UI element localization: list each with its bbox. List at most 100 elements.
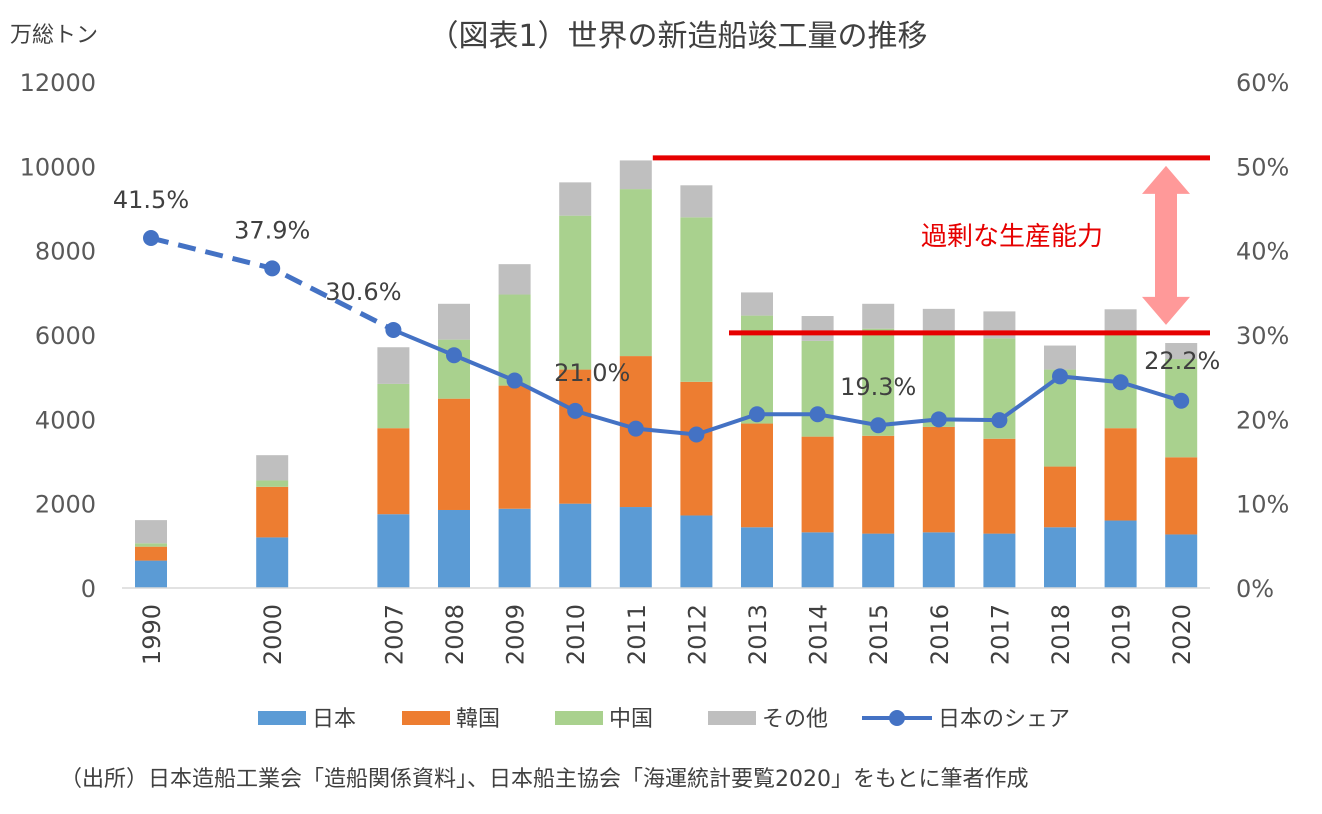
data-label: 19.3% bbox=[840, 373, 916, 401]
bar-segment bbox=[922, 532, 955, 588]
share-point bbox=[991, 412, 1008, 429]
bar-segment bbox=[801, 532, 834, 588]
legend-label: その他 bbox=[762, 707, 828, 732]
bar-segment bbox=[619, 160, 652, 190]
bar-segment bbox=[498, 385, 531, 509]
y2-tick-label: 0% bbox=[1236, 575, 1274, 603]
share-point bbox=[749, 406, 765, 423]
share-point bbox=[930, 411, 947, 428]
bar-segment bbox=[619, 189, 652, 357]
share-line-solid bbox=[392, 328, 1182, 437]
legend-swatch bbox=[555, 711, 603, 725]
bar-segment bbox=[801, 316, 834, 341]
y2-tick-label: 20% bbox=[1236, 406, 1289, 434]
bar-segment bbox=[862, 533, 895, 588]
bar-segment bbox=[438, 509, 470, 588]
bar-segment bbox=[680, 381, 713, 516]
share-point bbox=[870, 417, 887, 434]
x-tick-label: 2010 bbox=[562, 604, 590, 665]
x-tick-label: 2014 bbox=[805, 604, 833, 665]
bar-segment bbox=[135, 560, 167, 588]
bar-segment bbox=[1165, 457, 1198, 535]
bar-segment bbox=[559, 182, 592, 216]
bar-segment bbox=[741, 527, 773, 588]
x-tick-label: 2008 bbox=[441, 604, 469, 665]
bars bbox=[135, 160, 1198, 588]
legend-marker bbox=[889, 710, 905, 726]
bar-segment bbox=[741, 292, 773, 316]
data-label: 21.0% bbox=[554, 359, 630, 387]
bar-segment bbox=[1044, 345, 1076, 370]
legend-label: 日本 bbox=[312, 707, 356, 732]
share-point bbox=[688, 426, 705, 443]
legend-swatch bbox=[258, 711, 306, 725]
bar-segment bbox=[741, 423, 773, 528]
x-tick-label: 2017 bbox=[986, 604, 1014, 665]
bar-segment bbox=[498, 294, 531, 386]
y2-tick-label: 10% bbox=[1236, 491, 1289, 519]
bar-segment bbox=[680, 217, 713, 382]
y-tick-label: 0 bbox=[81, 575, 96, 603]
overcapacity-annotation: 過剰な生産能力 bbox=[652, 155, 1210, 336]
data-labels: 41.5% 37.9% 30.6% 21.0% 19.3% 22.2% bbox=[113, 186, 1220, 401]
source-note: （出所）日本造船工業会「造船関係資料」、日本船主協会「海運統計要覧2020」をも… bbox=[60, 767, 1029, 792]
bar-segment bbox=[680, 185, 713, 218]
legend: 日本 韓国 中国 その他 日本のシェア bbox=[258, 707, 1070, 732]
x-tick-label: 2011 bbox=[623, 604, 651, 665]
share-point bbox=[627, 420, 644, 437]
y-tick-label: 10000 bbox=[20, 153, 96, 181]
y-tick-label: 6000 bbox=[35, 322, 96, 350]
y-axis-unit: 万総トン bbox=[10, 23, 98, 48]
bar-segment bbox=[1104, 309, 1137, 332]
bar-segment bbox=[619, 507, 652, 588]
bar-segment bbox=[1104, 520, 1137, 588]
data-label: 30.6% bbox=[325, 278, 401, 306]
y-axis-ticks: 0 2000 4000 6000 8000 10000 12000 bbox=[20, 69, 96, 603]
bar-segment bbox=[801, 436, 834, 533]
bar-segment bbox=[922, 308, 955, 331]
bar-segment bbox=[862, 435, 895, 534]
share-point bbox=[264, 260, 281, 277]
bar-segment bbox=[256, 486, 289, 538]
bar-segment bbox=[377, 428, 410, 515]
x-axis-ticks: 1990 2000 2007 2008 2009 2010 2011 2012 2013 2014… bbox=[138, 604, 1196, 665]
bar-segment bbox=[1104, 428, 1137, 521]
share-point bbox=[446, 347, 462, 364]
x-tick-label: 1990 bbox=[138, 604, 166, 665]
bar-segment bbox=[438, 398, 470, 510]
bar-segment bbox=[135, 543, 167, 547]
legend-label: 中国 bbox=[609, 707, 653, 732]
x-tick-label: 2020 bbox=[1168, 604, 1196, 665]
double-arrow bbox=[1142, 165, 1190, 325]
legend-swatch bbox=[402, 711, 450, 725]
x-tick-label: 2019 bbox=[1108, 604, 1136, 665]
bar-segment bbox=[983, 533, 1016, 588]
x-tick-label: 2007 bbox=[380, 604, 408, 665]
annotation-text: 過剰な生産能力 bbox=[921, 222, 1103, 252]
y2-axis-ticks: 0% 10% 20% 30% 40% 50% 60% bbox=[1236, 69, 1289, 603]
share-point bbox=[1173, 392, 1190, 409]
bar-segment bbox=[498, 508, 531, 588]
share-point bbox=[385, 321, 402, 338]
x-tick-label: 2018 bbox=[1047, 604, 1075, 665]
bar-segment bbox=[498, 264, 531, 295]
share-point bbox=[143, 230, 159, 247]
y-tick-label: 2000 bbox=[35, 491, 96, 519]
bar-segment bbox=[1165, 343, 1198, 360]
x-tick-label: 2015 bbox=[865, 604, 893, 665]
share-point bbox=[809, 406, 826, 423]
legend-swatch bbox=[708, 711, 756, 725]
share-point bbox=[1112, 374, 1129, 391]
share-point bbox=[1052, 368, 1068, 385]
bar-segment bbox=[256, 455, 289, 481]
legend-label: 韓国 bbox=[456, 707, 500, 732]
bar-segment bbox=[377, 514, 410, 588]
x-tick-label: 2013 bbox=[744, 604, 772, 665]
legend-label: 日本のシェア bbox=[938, 707, 1070, 732]
bar-segment bbox=[377, 347, 410, 384]
bar-segment bbox=[922, 426, 955, 533]
bar-segment bbox=[680, 515, 713, 588]
share-point bbox=[506, 372, 523, 389]
y2-tick-label: 60% bbox=[1236, 69, 1289, 97]
data-label: 41.5% bbox=[113, 186, 189, 214]
